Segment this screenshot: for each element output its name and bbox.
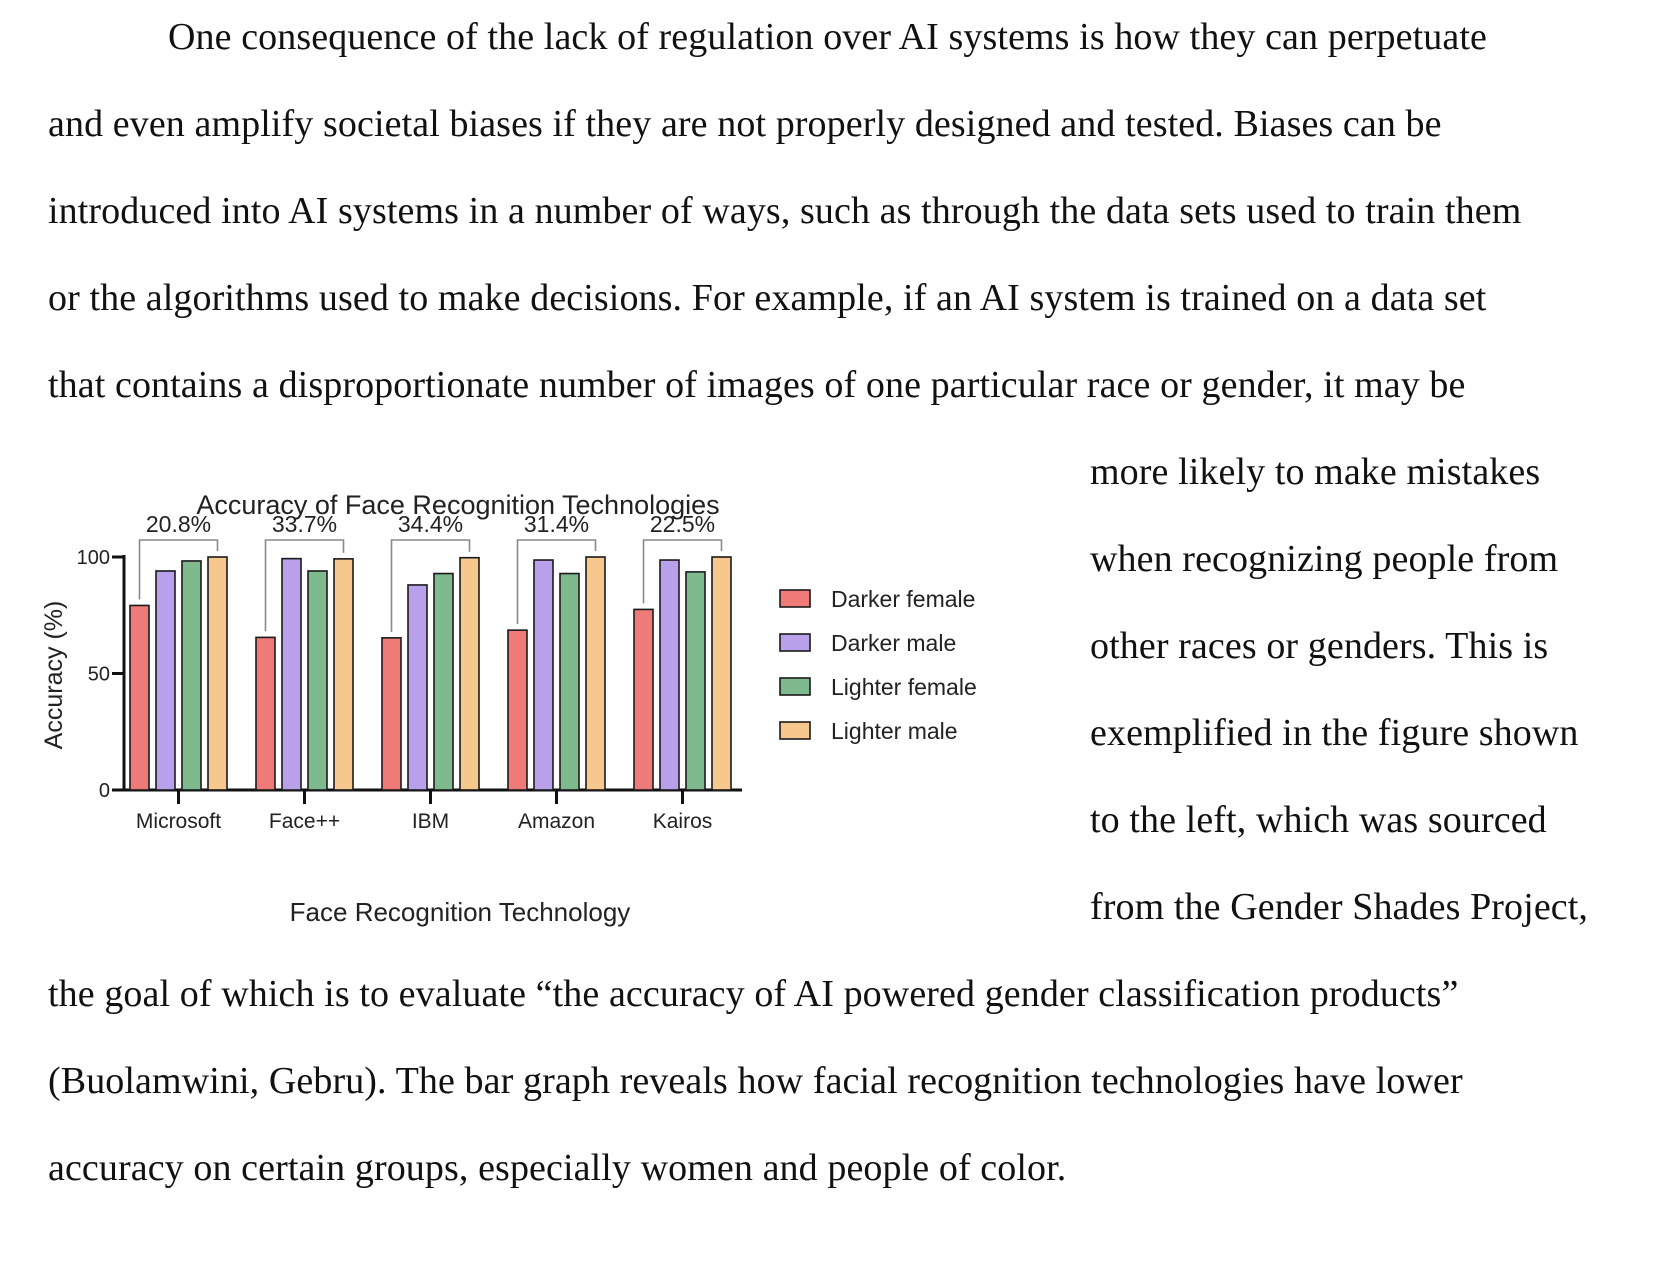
gap-label: 22.5% [650,511,715,537]
x-tick-label: IBM [412,810,449,833]
bar [407,584,428,791]
paragraph-line: that contains a disproportionate number … [48,364,1466,406]
bar [181,560,202,791]
paragraph-line: other races or genders. This is [1090,625,1549,667]
paragraph-line: and even amplify societal biases if they… [48,103,1442,145]
bar [381,637,402,791]
bar [281,557,302,791]
bar [155,570,176,791]
chart-title: Accuracy of Face Recognition Technologie… [196,490,719,520]
bar [659,559,680,791]
gap-label: 31.4% [524,511,589,537]
bar [685,571,706,791]
y-tick-label: 0 [99,780,110,802]
x-tick-label: Amazon [518,810,595,833]
bar [533,559,554,791]
x-tick-label: Face++ [269,810,340,833]
paragraph-line: One consequence of the lack of regulatio… [168,16,1487,58]
bar [307,570,328,791]
gap-label: 20.8% [146,511,211,537]
paragraph-line: introduced into AI systems in a number o… [48,190,1522,232]
paragraph-line: when recognizing people from [1090,538,1559,580]
bar [585,556,606,791]
paragraph-line: accuracy on certain groups, especially w… [48,1147,1067,1189]
legend-label: Lighter male [831,718,958,744]
gap-label: 33.7% [272,511,337,537]
legend-label: Darker female [831,586,975,612]
bar [507,629,528,791]
legend-swatch [779,721,811,740]
gap-bracket [138,539,219,600]
paragraph-line: from the Gender Shades Project, [1090,886,1589,928]
bar [255,636,276,791]
y-tick-label: 50 [88,664,110,686]
paragraph-line: to the left, which was sourced [1090,799,1547,841]
x-axis-label: Face Recognition Technology [290,897,631,927]
legend-swatch [779,589,811,608]
bar [711,556,732,791]
gap-label: 34.4% [398,511,463,537]
paragraph-line: more likely to make mistakes [1090,451,1541,493]
paragraph-line: or the algorithms used to make decisions… [48,277,1487,319]
paragraph-line: exemplified in the figure shown [1090,712,1579,754]
bar [559,572,580,791]
gap-bracket [390,539,471,632]
bar [459,556,480,791]
legend-swatch [779,633,811,652]
gap-bracket [264,539,345,632]
paragraph-line: (Buolamwini, Gebru). The bar graph revea… [48,1060,1463,1102]
x-tick-label: Microsoft [136,810,221,833]
bar [633,608,654,791]
bar [333,558,354,791]
legend-label: Darker male [831,630,956,656]
bar [433,572,454,791]
paragraph-line: the goal of which is to evaluate “the ac… [48,973,1459,1015]
gap-bracket [642,539,723,604]
accuracy-bar-chart: Accuracy of Face Recognition Technologie… [40,490,977,927]
plot-area: 0 50 100 Microsoft 20.8% Face++ 33.7% IBM 34.4% A… [77,511,977,833]
bar [207,556,228,791]
y-axis-label: Accuracy (%) [40,601,68,750]
bar [129,604,150,791]
legend-label: Lighter female [831,674,977,700]
legend-swatch [779,677,811,696]
gap-bracket [516,539,597,625]
x-tick-label: Kairos [653,810,713,833]
y-tick-label: 100 [77,547,110,569]
